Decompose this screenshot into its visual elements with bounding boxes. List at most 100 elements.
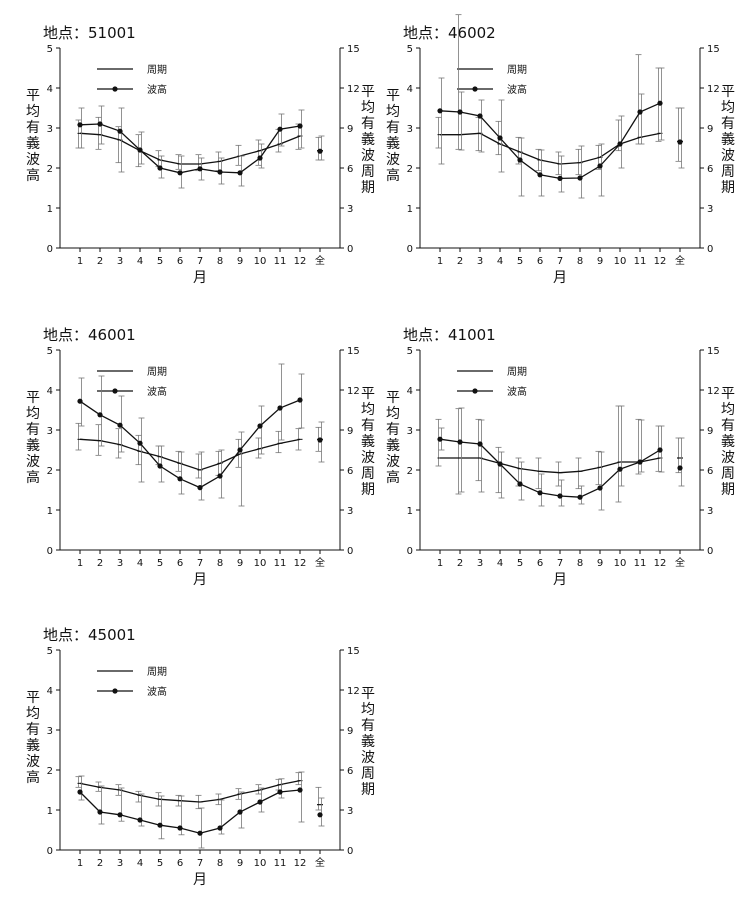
y-left-tick-label: 1 bbox=[47, 506, 53, 517]
y-right-tick-label: 3 bbox=[707, 204, 713, 215]
wave-height-point bbox=[177, 476, 183, 482]
y-right-tick-label: 0 bbox=[347, 244, 353, 255]
legend-height-label: 波高 bbox=[507, 385, 527, 398]
y-right-tick-label: 3 bbox=[347, 806, 353, 817]
x-tick-label: 7 bbox=[197, 256, 203, 267]
x-tick-label: 2 bbox=[97, 858, 103, 869]
wave-height-point bbox=[477, 113, 483, 119]
wave-height-point bbox=[97, 121, 103, 127]
wave-height-point bbox=[437, 108, 443, 114]
legend-height-marker bbox=[112, 388, 118, 394]
wave-height-point bbox=[277, 405, 283, 411]
wave-height-point bbox=[157, 165, 163, 171]
wave-height-line bbox=[79, 789, 301, 834]
wave-height-overall-point bbox=[677, 139, 683, 145]
y-right-tick-label: 9 bbox=[707, 124, 713, 135]
x-tick-label: 6 bbox=[177, 858, 183, 869]
y-left-tick-label: 0 bbox=[47, 244, 53, 255]
x-tick-label: 9 bbox=[597, 256, 603, 267]
period-line bbox=[79, 780, 301, 803]
wave-height-point bbox=[297, 397, 303, 403]
wave-height-point bbox=[297, 123, 303, 129]
y-left-tick-label: 0 bbox=[407, 546, 413, 557]
period-line bbox=[440, 457, 661, 474]
y-right-tick-label: 15 bbox=[707, 44, 720, 55]
wave-height-point bbox=[157, 822, 163, 828]
x-tick-label: 1 bbox=[77, 256, 83, 267]
x-tick-label: 2 bbox=[97, 558, 103, 569]
x-tick-label: 8 bbox=[577, 558, 583, 569]
wave-height-point bbox=[217, 825, 223, 831]
x-tick-label: 12 bbox=[654, 558, 667, 569]
x-tick-label: 9 bbox=[597, 558, 603, 569]
y-right-tick-label: 6 bbox=[347, 164, 353, 175]
x-tick-label: 10 bbox=[614, 256, 627, 267]
wave-height-point bbox=[277, 789, 283, 795]
x-tick-label: 1 bbox=[437, 558, 443, 569]
wave-height-point bbox=[477, 441, 483, 447]
x-tick-label: 4 bbox=[137, 558, 143, 569]
x-tick-label: 8 bbox=[217, 256, 223, 267]
legend-height-label: 波高 bbox=[147, 685, 167, 698]
y-right-tick-label: 0 bbox=[347, 546, 353, 557]
wave-height-point bbox=[77, 398, 83, 404]
legend-height-label: 波高 bbox=[147, 385, 167, 398]
wave-height-point bbox=[137, 147, 143, 153]
x-tick-label: 全 bbox=[315, 556, 325, 569]
y-right-axis-label: 平均有義波周期 bbox=[361, 386, 375, 498]
y-left-tick-label: 0 bbox=[407, 244, 413, 255]
wave-height-point bbox=[577, 494, 583, 500]
wave-height-overall-point bbox=[317, 148, 323, 154]
x-tick-label: 10 bbox=[254, 558, 267, 569]
wave-height-point bbox=[237, 447, 243, 453]
y-right-tick-label: 12 bbox=[347, 686, 360, 697]
chart-title: 地点：46001 bbox=[43, 326, 136, 344]
legend-period-label: 周期 bbox=[507, 64, 527, 76]
x-tick-label: 12 bbox=[294, 858, 307, 869]
legend-height-marker bbox=[472, 86, 478, 92]
chart-title: 地点：41001 bbox=[403, 326, 496, 344]
wave-height-point bbox=[117, 128, 123, 134]
x-tick-label: 10 bbox=[254, 858, 267, 869]
y-right-tick-label: 3 bbox=[347, 204, 353, 215]
x-tick-label: 10 bbox=[614, 558, 627, 569]
period-line bbox=[79, 132, 301, 165]
x-tick-label: 3 bbox=[117, 858, 123, 869]
wave-height-point bbox=[237, 170, 243, 176]
x-tick-label: 5 bbox=[517, 558, 523, 569]
y-left-axis-label: 平均有義波高 bbox=[26, 690, 40, 786]
x-tick-label: 9 bbox=[237, 256, 243, 267]
x-tick-label: 5 bbox=[157, 256, 163, 267]
wave-height-line bbox=[79, 123, 301, 174]
x-tick-label: 7 bbox=[557, 256, 563, 267]
legend-period-label: 周期 bbox=[147, 64, 167, 76]
y-right-tick-label: 9 bbox=[347, 426, 353, 437]
x-tick-label: 3 bbox=[477, 558, 483, 569]
y-left-tick-label: 2 bbox=[47, 766, 53, 777]
y-right-tick-label: 9 bbox=[347, 124, 353, 135]
x-tick-label: 4 bbox=[497, 256, 503, 267]
y-right-tick-label: 12 bbox=[347, 84, 360, 95]
wave-height-point bbox=[197, 485, 203, 491]
x-tick-label: 11 bbox=[274, 256, 287, 267]
y-left-tick-label: 4 bbox=[47, 386, 53, 397]
wave-height-point bbox=[557, 175, 563, 181]
x-tick-label: 4 bbox=[137, 858, 143, 869]
x-tick-label: 1 bbox=[437, 256, 443, 267]
y-left-tick-label: 2 bbox=[47, 164, 53, 175]
x-tick-label: 3 bbox=[117, 558, 123, 569]
chart-title: 地点：45001 bbox=[43, 626, 136, 644]
wave-height-point bbox=[217, 473, 223, 479]
y-left-tick-label: 1 bbox=[47, 806, 53, 817]
x-tick-label: 5 bbox=[157, 858, 163, 869]
y-right-tick-label: 15 bbox=[347, 346, 360, 357]
wave-height-point bbox=[137, 440, 143, 446]
wave-height-point bbox=[517, 157, 523, 163]
wave-height-point bbox=[517, 481, 523, 487]
x-tick-label: 1 bbox=[77, 558, 83, 569]
x-tick-label: 7 bbox=[557, 558, 563, 569]
y-right-tick-label: 12 bbox=[707, 386, 720, 397]
y-left-tick-label: 5 bbox=[47, 44, 53, 55]
